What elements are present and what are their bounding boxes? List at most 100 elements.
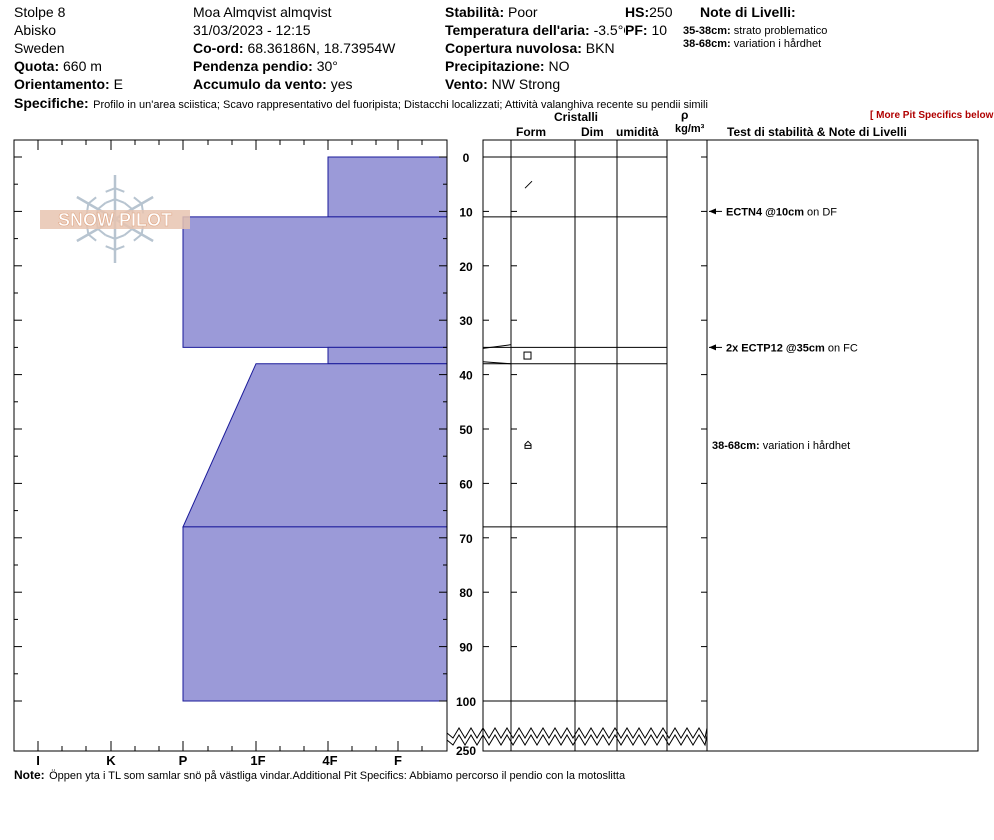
depth-label-bottom: 250 [456, 744, 476, 758]
hardness-label-4F: 4F [322, 753, 337, 768]
note-value: Öppen yta i TL som samlar snö på västlig… [49, 770, 626, 782]
sky-value: BKN [585, 40, 615, 56]
layer-notes-title: Note di Livelli: [700, 4, 796, 20]
stability-label: Stabilità: [445, 4, 505, 20]
snowflake-branch-1-0-1 [123, 202, 133, 210]
layer-note-text: variation i hårdhet [733, 38, 822, 50]
location-line-3: Sweden [14, 40, 65, 56]
crystals-header: Cristalli [554, 110, 599, 124]
depth-label-70: 70 [459, 532, 473, 546]
depth-label-20: 20 [459, 260, 473, 274]
snowflake-branch-0-1-1 [105, 187, 116, 193]
hardness-layer-1 [182, 216, 448, 348]
crystal-symbol-facet-1 [523, 351, 532, 360]
air-temp-value: -3.5°C [593, 22, 634, 38]
slope-label: Pendenza pendio: [193, 58, 313, 74]
crystal-frame [482, 139, 979, 752]
snowflake-branch-0-0-0 [114, 198, 125, 204]
hardness-frame [13, 139, 448, 752]
note-field: Note: Öppen yta i TL som samlar snö på v… [14, 767, 625, 783]
layer-note-text: strato problematico [733, 25, 828, 37]
specifics-field: Specifiche: Profilo in un'area sciistica… [14, 96, 708, 112]
specifics-label: Specifiche: [14, 95, 89, 111]
depth-label-0: 0 [463, 151, 470, 165]
moisture-header: umidità [616, 125, 659, 139]
hardness-layer-3 [182, 363, 448, 528]
hardness-layer-0 [327, 156, 448, 218]
hs-value: 250 [649, 4, 673, 20]
density-unit-header: kg/m³ [675, 123, 705, 135]
stability-field: Stabilità: Poor [445, 5, 538, 19]
hardness-layer-4 [182, 526, 448, 702]
coordinates-label: Co-ord: [193, 40, 244, 56]
depth-label-50: 50 [459, 423, 473, 437]
snowflake-branch-2-0-0 [123, 228, 133, 236]
depth-label-30: 30 [459, 314, 473, 328]
test-arrow-head-0 [709, 208, 716, 215]
slope-field: Pendenza pendio: 30° [193, 59, 338, 73]
axis-ticks: I K P 1F 4F F 0 10 20 30 40 50 60 70 80 90 100 250 [14, 140, 708, 768]
elevation-value: 660 m [63, 58, 102, 74]
form-header: Form [516, 125, 546, 139]
logo-text: SNOW PILOT [58, 210, 172, 230]
depth-label-40: 40 [459, 369, 473, 383]
layer-note-range: 35-38cm: [683, 25, 731, 37]
snowflake-branch-0-1-0 [114, 187, 125, 193]
hardness-label-I: I [36, 753, 40, 768]
layer-note-2: 38-68cm: variation i hårdhet [683, 39, 821, 50]
connector-35 [482, 344, 512, 349]
wind-value: NW Strong [491, 76, 561, 92]
snowflake-branch-0-0-1 [105, 198, 116, 204]
wind-loading-label: Accumulo da vento: [193, 76, 327, 92]
logo-band [40, 210, 190, 229]
axis-break-0 [446, 727, 708, 740]
test-label-1: 2x ECTP12 @35cm on FC [726, 342, 858, 354]
crystal-symbol-depth-hoar-2 [524, 440, 532, 449]
hs-field: HS:250 [625, 5, 672, 19]
depth-label-90: 90 [459, 641, 473, 655]
rho-header: ρ [681, 108, 689, 122]
hardness-layer-2 [327, 346, 448, 365]
chart-frames [13, 139, 979, 752]
depth-label-10: 10 [459, 205, 473, 219]
observer-name: Moa Almqvist almqvist [193, 4, 332, 20]
wind-loading-value: yes [330, 76, 353, 92]
more-pit-specifics-link[interactable]: [ More Pit Specifics below ] [870, 110, 994, 121]
hardness-label-P: P [179, 753, 188, 768]
hs-label: HS: [625, 4, 650, 20]
snowflake-branch-1-1-1 [133, 196, 143, 205]
aspect-label: Orientamento: [14, 76, 110, 92]
pf-label: PF: [625, 22, 648, 38]
depth-label-80: 80 [459, 586, 473, 600]
slope-value: 30° [316, 58, 338, 74]
location-line-1: Stolpe 8 [14, 4, 66, 20]
pf-field: PF: 10 [625, 22, 670, 38]
hardness-label-F: F [394, 753, 402, 768]
wind-field: Vento: NW Strong [445, 77, 560, 91]
snowflake-branch-5-1-0 [87, 196, 97, 205]
hardness-label-K: K [106, 753, 116, 768]
layer-comment-0: 38-68cm: variation i hårdhet [712, 440, 850, 452]
layer-note-1: 35-38cm: strato problematico [683, 26, 827, 37]
crystal-symbol-precip-0 [524, 180, 533, 189]
snowpilot-logo: SNOW PILOT [40, 175, 190, 263]
observation-datetime: 31/03/2023 - 12:15 [193, 22, 311, 38]
layer-boundaries [482, 156, 667, 702]
precip-value: NO [548, 58, 570, 74]
stability-tests: ECTN4 @10cm on DF 2x ECTP12 @35cm on FC 38… [709, 206, 858, 452]
precip-label: Precipitazione: [445, 58, 545, 74]
hardness-label-1F: 1F [250, 753, 265, 768]
layer-note-range: 38-68cm: [683, 38, 731, 50]
elevation-label: Quota: [14, 58, 60, 74]
aspect-value: E [113, 76, 123, 92]
connector-38 [482, 361, 512, 365]
specifics-value: Profilo in un'area sciistica; Scavo rapp… [93, 99, 708, 111]
pf-value: 10 [651, 22, 668, 38]
coordinates-field: Co-ord: 68.36186N, 18.73954W [193, 41, 395, 55]
coordinates-value: 68.36186N, 18.73954W [247, 40, 396, 56]
aspect-field: Orientamento: E [14, 77, 123, 91]
snowflake-branch-4-0-1 [97, 228, 107, 236]
snowflake-branch-3-1-0 [105, 245, 116, 251]
air-temp-field: Temperatura dell'aria: -3.5°C [445, 23, 633, 37]
